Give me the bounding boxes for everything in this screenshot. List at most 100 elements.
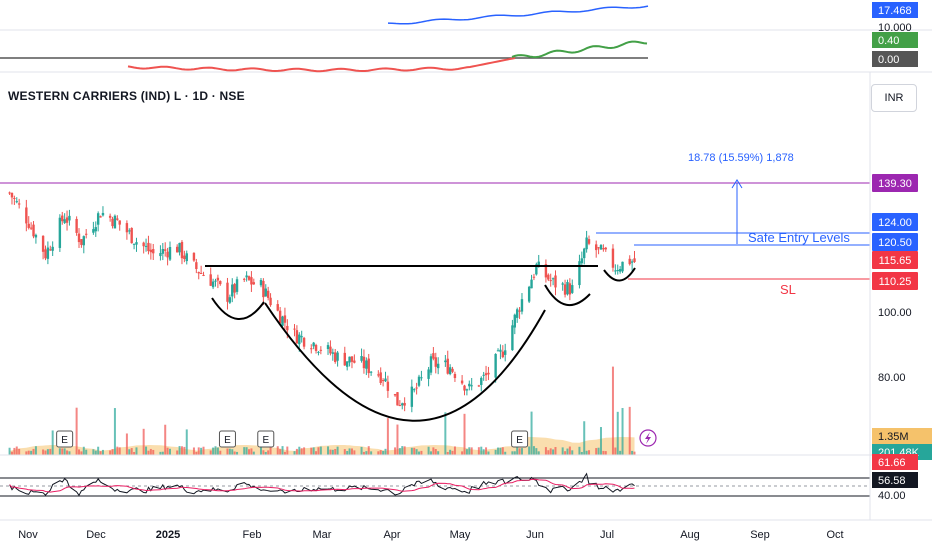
lightning-icon[interactable] bbox=[639, 429, 657, 447]
volume-bar bbox=[568, 446, 571, 455]
volume-bar bbox=[331, 449, 334, 455]
volume-bar bbox=[116, 446, 119, 455]
candle bbox=[250, 271, 253, 292]
volume-bar bbox=[518, 448, 521, 455]
svg-text:115.65: 115.65 bbox=[879, 255, 912, 267]
candle bbox=[252, 278, 256, 285]
volume-bar bbox=[303, 447, 306, 455]
currency-button[interactable]: INR bbox=[871, 84, 917, 112]
volume-bar bbox=[245, 447, 248, 455]
volume-bar bbox=[578, 446, 581, 455]
candle bbox=[82, 235, 86, 254]
candle bbox=[453, 371, 457, 382]
main-price-pane bbox=[8, 191, 636, 455]
candle bbox=[621, 261, 624, 274]
candle bbox=[199, 265, 203, 274]
volume-bar bbox=[547, 450, 550, 455]
volume-bar bbox=[80, 451, 83, 455]
volume-bar bbox=[566, 448, 569, 455]
candle bbox=[101, 206, 105, 217]
candle bbox=[403, 397, 406, 412]
candle bbox=[599, 244, 603, 250]
drawings: 18.78 (15.59%) 1,878 Safe Entry Levels S… bbox=[0, 152, 870, 422]
svg-text:E: E bbox=[224, 435, 231, 446]
candle bbox=[209, 267, 212, 287]
candle bbox=[551, 277, 555, 286]
volume-bar bbox=[621, 408, 624, 455]
candle bbox=[401, 402, 404, 410]
svg-text:120.50: 120.50 bbox=[878, 237, 912, 249]
volume-bar bbox=[178, 446, 181, 455]
earnings-marker[interactable]: E bbox=[257, 430, 275, 448]
volume-bar bbox=[113, 408, 116, 455]
candle bbox=[561, 281, 564, 291]
volume-bar bbox=[13, 447, 16, 455]
candle bbox=[118, 220, 121, 231]
volume-bar bbox=[216, 447, 219, 455]
volume-bar bbox=[276, 446, 279, 455]
candle bbox=[302, 336, 306, 350]
earnings-marker[interactable]: E bbox=[218, 430, 236, 448]
volume-bar bbox=[312, 447, 315, 455]
volume-bar bbox=[552, 449, 555, 455]
candle bbox=[444, 355, 447, 367]
candle bbox=[149, 243, 153, 260]
time-tick-label: Nov bbox=[18, 529, 38, 541]
candle bbox=[178, 242, 181, 256]
candle bbox=[84, 229, 88, 239]
price-axis[interactable]: 100.00 80.00 139.30 124.00 120.50 115.65 110.2… bbox=[872, 2, 932, 502]
candle bbox=[44, 245, 47, 261]
volume-bar bbox=[365, 451, 368, 455]
price-highlight-label: 124.00 bbox=[872, 213, 918, 231]
time-tick-label: Jul bbox=[600, 529, 614, 541]
rsi-pane bbox=[0, 454, 932, 497]
candle bbox=[583, 247, 586, 265]
candle bbox=[568, 278, 572, 301]
candle bbox=[195, 258, 198, 274]
volume-bar bbox=[159, 451, 162, 455]
volume-bar bbox=[202, 446, 205, 455]
volume-bar bbox=[504, 451, 507, 455]
candle bbox=[527, 285, 531, 304]
earnings-marker[interactable]: E bbox=[511, 430, 529, 448]
candle bbox=[65, 210, 69, 231]
indicator-green-line bbox=[511, 40, 648, 59]
candle bbox=[515, 307, 519, 323]
candle bbox=[152, 243, 155, 260]
volume-bar bbox=[180, 446, 183, 455]
candle bbox=[487, 366, 490, 381]
volume-bar bbox=[283, 451, 286, 455]
candle bbox=[219, 280, 222, 286]
volume-bar bbox=[58, 448, 61, 455]
time-axis[interactable]: Nov Dec 2025 Feb Mar Apr May Jun Jul Aug Sep Oct bbox=[18, 529, 843, 541]
volume-bar bbox=[595, 448, 598, 455]
svg-text:110.25: 110.25 bbox=[879, 276, 912, 288]
volume-bar bbox=[99, 451, 102, 455]
volume-bar bbox=[310, 447, 313, 455]
svg-text:40.00: 40.00 bbox=[878, 490, 906, 502]
volume-bar bbox=[34, 446, 37, 455]
earnings-marker[interactable]: E bbox=[56, 430, 74, 448]
volume-bar bbox=[200, 447, 203, 455]
candle bbox=[192, 252, 196, 262]
volume-bar bbox=[130, 448, 133, 455]
candle bbox=[611, 244, 615, 272]
volume-bar bbox=[619, 450, 622, 455]
svg-text:E: E bbox=[516, 435, 523, 446]
measure-arrow-head bbox=[731, 179, 743, 189]
volume-bar bbox=[427, 446, 430, 455]
volume-bar bbox=[262, 450, 265, 455]
volume-bar bbox=[485, 447, 488, 455]
candle bbox=[362, 349, 366, 374]
volume-bar bbox=[396, 424, 399, 455]
volume-bar bbox=[183, 446, 186, 455]
volume-bar bbox=[18, 448, 21, 455]
volume-bar bbox=[571, 450, 574, 455]
candle bbox=[130, 227, 133, 244]
candle bbox=[281, 315, 284, 329]
candle bbox=[51, 241, 54, 257]
indicator-red-line bbox=[127, 57, 516, 73]
volume-bar bbox=[25, 451, 28, 455]
